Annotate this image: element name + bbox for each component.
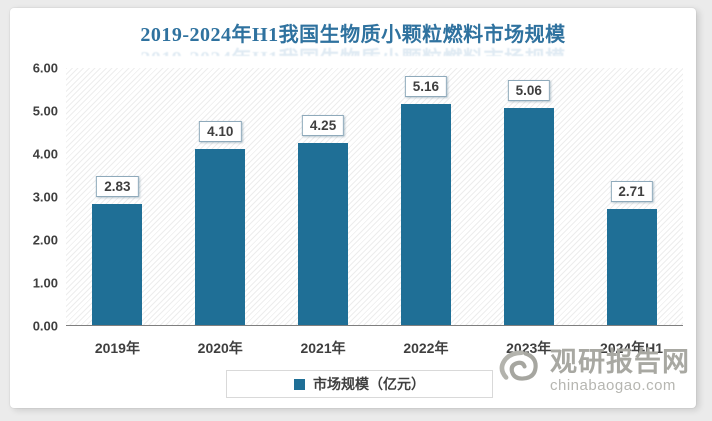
- bar-slot: 5.06: [477, 68, 580, 325]
- bar-2020年: [195, 149, 246, 325]
- chart-title-ghost: 2019-2024年H1我国生物质小颗粒燃料市场规模: [10, 42, 696, 56]
- x-tick-label: 2019年: [94, 340, 140, 356]
- bar-value-label: 4.25: [301, 114, 345, 136]
- y-tick-label: 2.00: [32, 232, 58, 248]
- x-axis: 2019年 2020年 2021年 2022年 2023年 2024年H1: [66, 338, 683, 358]
- bar-2021年: [298, 142, 349, 325]
- bar-2022年: [400, 103, 451, 325]
- bar-2024年H1: [606, 208, 657, 325]
- plot-background: 2.83 4.10 4.25 5.16 5.06 2.71: [66, 68, 683, 326]
- bar-value-label: 2.71: [610, 180, 653, 202]
- bar-2023年: [503, 108, 554, 325]
- legend-label: 市场规模（亿元）: [313, 376, 425, 392]
- bar-slot: 2.71: [580, 68, 683, 325]
- bar-slot: 2.83: [66, 68, 169, 325]
- bar-slot: 5.16: [374, 68, 477, 325]
- x-tick-label: 2020年: [197, 340, 243, 356]
- chart-title: 2019-2024年H1我国生物质小颗粒燃料市场规模: [140, 24, 566, 46]
- x-tick-label: 2021年: [300, 340, 346, 356]
- bar-value-label: 5.06: [507, 80, 550, 102]
- y-tick-label: 5.00: [32, 103, 58, 119]
- legend-marker-icon: [294, 378, 305, 390]
- watermark-url: chinabaogao.com: [550, 377, 676, 395]
- watermark-name: 观研报告网: [550, 347, 690, 377]
- plot-area: 2.83 4.10 4.25 5.16 5.06 2.71: [66, 68, 683, 325]
- chart-card: 2019-2024年H1我国生物质小颗粒燃料市场规模 2019-2024年H1我…: [10, 8, 696, 408]
- x-tick-label: 2022年: [403, 340, 449, 356]
- watermark-text: 观研报告网 chinabaogao.com: [550, 348, 690, 394]
- bar-slot: 4.25: [272, 68, 375, 325]
- bar-value-label: 5.16: [404, 75, 448, 97]
- bar-slot: 4.10: [169, 68, 272, 325]
- y-tick-label: 0.00: [32, 318, 58, 334]
- x-tick-label: 2024年H1: [600, 340, 664, 356]
- legend-box: 市场规模（亿元）: [226, 370, 493, 398]
- y-axis: 6.00 5.00 4.00 3.00 2.00 1.00 0.00: [10, 61, 58, 334]
- watermark-logo-icon: [499, 350, 538, 381]
- bar-2019年: [92, 203, 143, 325]
- y-tick-label: 1.00: [32, 275, 58, 291]
- y-tick-label: 4.00: [32, 146, 58, 162]
- y-tick-label: 6.00: [32, 60, 58, 76]
- bar-value-label: 4.10: [199, 121, 242, 143]
- watermark: 观研报告网 chinabaogao.com: [496, 348, 690, 394]
- y-tick-label: 3.00: [32, 189, 58, 205]
- bar-value-label: 2.83: [96, 175, 139, 197]
